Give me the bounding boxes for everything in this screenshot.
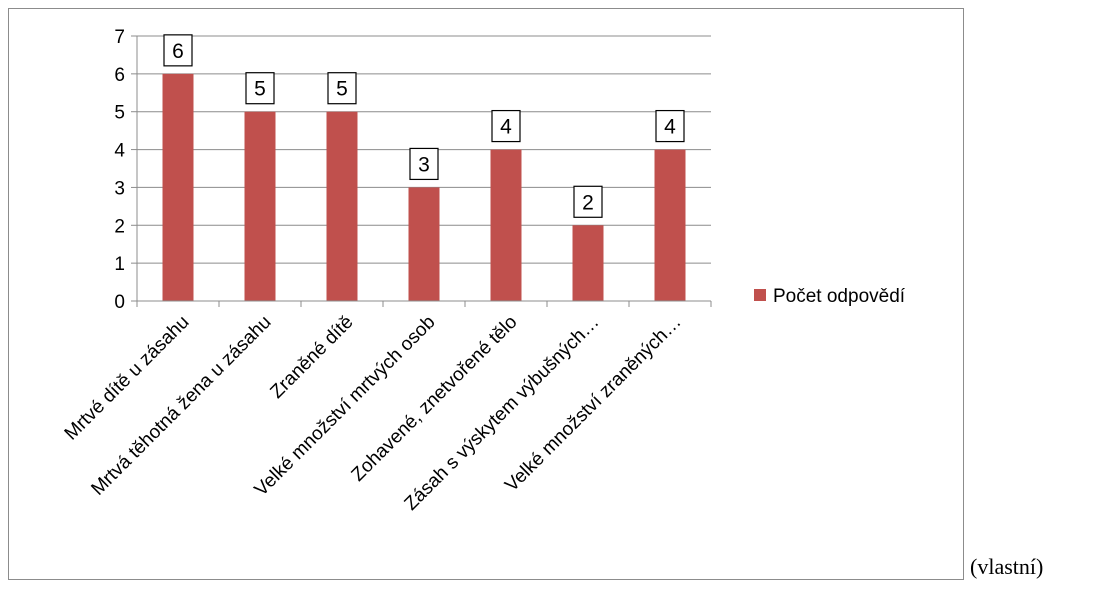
source-note: (vlastní) (970, 554, 1044, 579)
bar (490, 149, 522, 301)
x-category-label: Mrtvá těhotná žena u zásahu (87, 312, 275, 500)
data-label: 5 (336, 78, 348, 101)
x-category-label: Zohavené, znetvořené tělo (348, 312, 522, 486)
bar (162, 73, 194, 301)
axes (131, 35, 712, 307)
y-tick-label: 0 (114, 292, 125, 313)
y-tick-label: 3 (114, 178, 125, 199)
bar (408, 187, 440, 301)
legend: Počet odpovědí (754, 286, 906, 307)
bar (654, 149, 686, 301)
data-label: 6 (172, 40, 184, 63)
bar (572, 225, 604, 301)
y-tick-label: 6 (114, 65, 125, 86)
bar (244, 111, 276, 301)
data-label: 4 (500, 116, 512, 139)
data-label: 3 (418, 153, 430, 176)
data-label-box (245, 72, 275, 105)
y-tick-label: 5 (114, 103, 125, 124)
legend-swatch (754, 289, 766, 301)
y-tick-label: 2 (114, 216, 125, 237)
data-label-box (573, 185, 603, 218)
data-label: 4 (664, 116, 676, 139)
data-label-box (491, 109, 521, 143)
data-label: 5 (254, 78, 266, 101)
data-label-box (655, 109, 685, 143)
data-label-box (409, 147, 439, 181)
bar (326, 111, 358, 301)
x-category-label: Zraněné dítě (266, 312, 357, 403)
y-tick-label: 4 (114, 141, 125, 162)
x-category-label: Velké množství zraněných… (501, 312, 685, 496)
chart-frame: 0 1 2 3 4 5 6 7 6 Mrtvé dítě u zásahu 5 Mrtvá těhot… (8, 8, 964, 580)
y-tick-label: 1 (114, 254, 125, 275)
y-tick-label: 7 (114, 27, 125, 48)
bars (162, 73, 686, 301)
data-label-box (163, 34, 193, 67)
data-label: 2 (582, 191, 594, 214)
legend-entry-label: Počet odpovědí (773, 286, 906, 307)
data-label-box (327, 72, 357, 105)
